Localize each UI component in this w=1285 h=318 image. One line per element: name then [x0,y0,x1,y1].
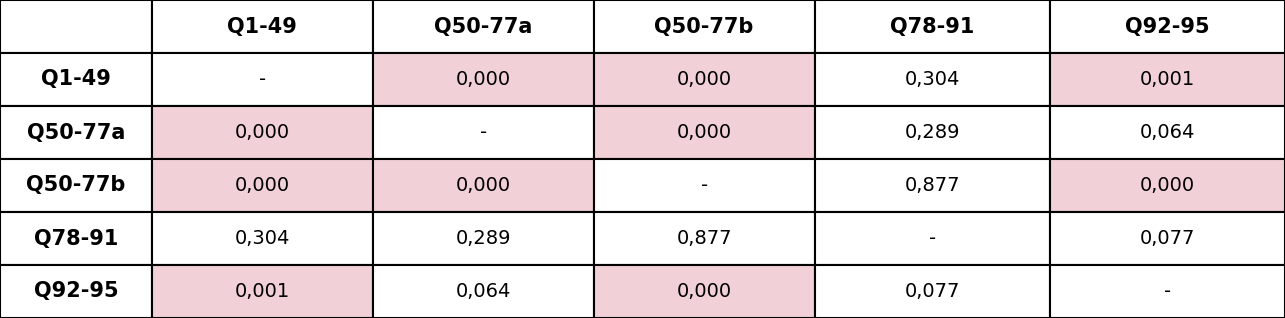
Bar [0,0,152,53]
Text: 0,001: 0,001 [1140,70,1195,89]
Text: 0,289: 0,289 [455,229,511,248]
Text: Q50-77a: Q50-77a [27,122,125,142]
Bar [1050,53,1285,106]
Bar [152,212,373,265]
Bar [0,212,152,265]
Text: Q50-77b: Q50-77b [26,176,126,196]
Text: -: - [700,176,708,195]
Bar [1050,265,1285,318]
Bar [152,265,373,318]
Text: 0,304: 0,304 [234,229,290,248]
Text: 0,000: 0,000 [677,282,731,301]
Bar [0,53,152,106]
Text: 0,000: 0,000 [677,70,731,89]
Bar [815,0,1050,53]
Text: 0,000: 0,000 [235,123,289,142]
Bar [815,106,1050,159]
Bar [815,212,1050,265]
Bar [373,159,594,212]
Bar [1050,212,1285,265]
Bar [0,106,152,159]
Bar [152,0,373,53]
Bar [594,53,815,106]
Bar [152,159,373,212]
Text: 0,304: 0,304 [905,70,960,89]
Text: 0,077: 0,077 [905,282,960,301]
Bar [373,53,594,106]
Text: 0,000: 0,000 [456,70,510,89]
Bar [373,212,594,265]
Bar [815,159,1050,212]
Bar [1050,0,1285,53]
Bar [0,265,152,318]
Text: 0,001: 0,001 [235,282,289,301]
Text: 0,000: 0,000 [1140,176,1195,195]
Text: -: - [258,70,266,89]
Text: 0,877: 0,877 [676,229,732,248]
Text: Q1-49: Q1-49 [41,70,111,89]
Bar [1050,106,1285,159]
Text: Q78-91: Q78-91 [33,229,118,248]
Bar [594,0,815,53]
Text: Q50-77b: Q50-77b [654,17,754,37]
Text: 0,064: 0,064 [1140,123,1195,142]
Text: Q50-77a: Q50-77a [434,17,532,37]
Bar [815,53,1050,106]
Bar [0,159,152,212]
Bar [594,212,815,265]
Bar [152,53,373,106]
Bar [815,265,1050,318]
Text: Q92-95: Q92-95 [33,281,118,301]
Text: 0,000: 0,000 [677,123,731,142]
Text: -: - [929,229,935,248]
Bar [594,106,815,159]
Text: 0,000: 0,000 [235,176,289,195]
Text: 0,064: 0,064 [455,282,511,301]
Bar [152,106,373,159]
Text: Q78-91: Q78-91 [891,17,974,37]
Bar [594,265,815,318]
Text: 0,077: 0,077 [1140,229,1195,248]
Bar [373,106,594,159]
Text: -: - [1164,282,1171,301]
Text: -: - [479,123,487,142]
Text: 0,000: 0,000 [456,176,510,195]
Bar [373,265,594,318]
Bar [373,0,594,53]
Text: Q1-49: Q1-49 [227,17,297,37]
Bar [1050,159,1285,212]
Text: Q92-95: Q92-95 [1126,17,1209,37]
Text: 0,289: 0,289 [905,123,960,142]
Text: 0,877: 0,877 [905,176,960,195]
Bar [594,159,815,212]
